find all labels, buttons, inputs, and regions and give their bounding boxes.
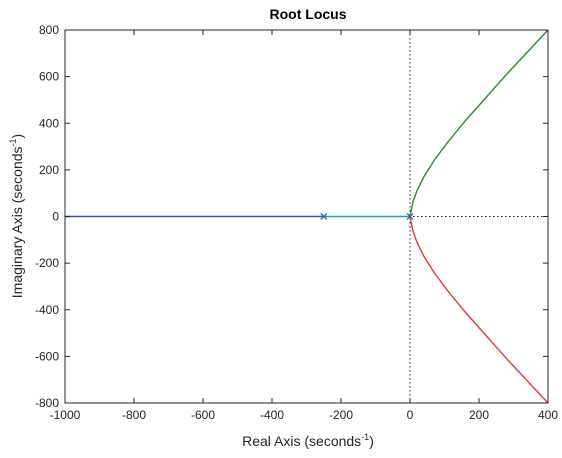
y-tick-label: -200 — [35, 256, 59, 270]
x-axis-label: Real Axis (seconds-1) — [242, 432, 374, 449]
y-axis-label-suffix: ) — [9, 134, 25, 139]
x-axis-label-text: Real Axis (seconds — [242, 433, 361, 449]
x-tick-label: -1000 — [50, 408, 81, 422]
y-tick-label: -600 — [35, 349, 59, 363]
y-tick-label: 400 — [39, 116, 59, 130]
y-axis-label: Imaginary Axis (seconds-1) — [8, 134, 25, 298]
x-axis-label-suffix: ) — [369, 433, 374, 449]
x-tick-label: -400 — [260, 408, 284, 422]
x-tick-label: 400 — [538, 408, 558, 422]
y-tick-labels: -800 -600 -400 -200 0 200 400 600 800 — [35, 23, 59, 410]
pole-marker-1 — [320, 213, 328, 220]
x-tick-labels: -1000 -800 -600 -400 -200 0 200 400 — [50, 408, 559, 422]
y-tick-label: 0 — [52, 210, 59, 224]
y-tick-label: 800 — [39, 23, 59, 37]
y-tick-label: -400 — [35, 303, 59, 317]
y-axis-label-text: Imaginary Axis (seconds — [9, 146, 25, 298]
x-tick-label: 0 — [407, 408, 414, 422]
locus-branch-2 — [409, 29, 549, 217]
x-tick-label: -600 — [191, 408, 215, 422]
y-tick-label: 200 — [39, 163, 59, 177]
x-tick-label: 200 — [469, 408, 489, 422]
pole-markers — [320, 213, 414, 220]
x-axis-label-superscript: -1 — [361, 432, 369, 442]
y-axis-label-superscript: -1 — [8, 138, 18, 146]
locus-branch-3 — [409, 216, 549, 404]
y-tick-label: 600 — [39, 70, 59, 84]
series-layer — [65, 29, 549, 404]
plot-area — [64, 29, 549, 404]
tick-marks — [64, 29, 549, 404]
chart-title: Root Locus — [270, 6, 347, 22]
x-tick-label: -800 — [122, 408, 146, 422]
x-tick-label: -200 — [329, 408, 353, 422]
y-tick-label: -800 — [35, 396, 59, 410]
pole-marker-2 — [406, 213, 414, 220]
